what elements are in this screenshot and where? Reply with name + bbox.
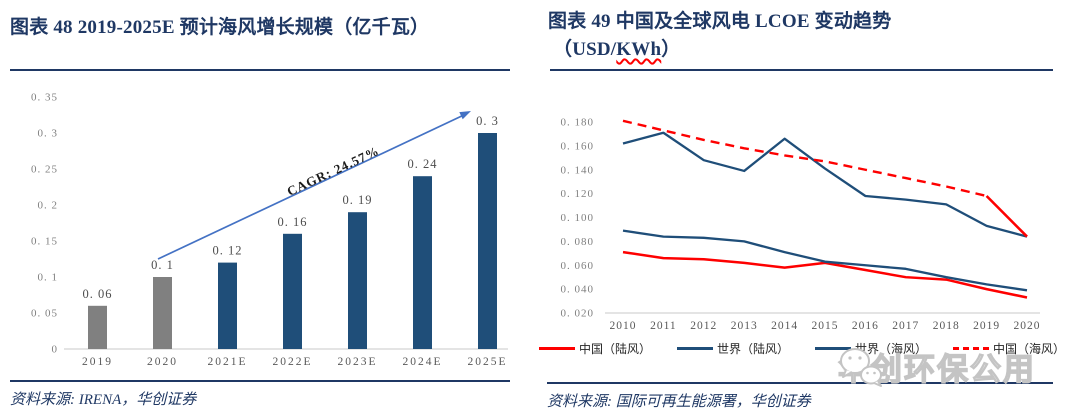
- figure-48-bottom-divider: [10, 380, 510, 382]
- x-axis-tick: 2022E: [272, 356, 312, 368]
- x-axis-tick: 2016: [852, 320, 879, 332]
- figure-49-source: 资料来源: 国际可再生能源署，华创证券: [547, 394, 811, 410]
- bar-2020: [153, 277, 172, 349]
- y-axis-tick: 0. 35: [31, 92, 58, 104]
- chart-legend: 中国（陆风） 世界（陆风） 世界（海风） 中国（海风）: [538, 340, 1065, 357]
- bar-2024E: [413, 176, 432, 349]
- x-axis-tick: 2020: [147, 356, 178, 368]
- legend-label: 中国（海风）: [993, 342, 1066, 356]
- bar-value-label: 0. 1: [151, 258, 174, 272]
- x-axis-tick: 2024E: [402, 356, 442, 368]
- x-axis-tick: 2025E: [467, 356, 507, 368]
- bar-value-label: 0. 12: [213, 244, 243, 258]
- y-axis-tick: 0. 020: [561, 308, 595, 320]
- x-axis-tick: 2011: [650, 320, 677, 332]
- x-axis-tick: 2012: [690, 320, 717, 332]
- figure-49-bottom-divider: [547, 382, 1053, 384]
- x-axis-tick: 2010: [610, 320, 637, 332]
- legend-item: 中国（海风）: [953, 340, 1065, 357]
- legend-swatch-dashed-line: [953, 347, 990, 350]
- bar-chart: 0 0. 05 0. 1 0. 15 0. 2 0. 25 0. 3 0. 35 0. 06 20…: [31, 92, 508, 368]
- y-axis-tick: 0. 100: [561, 212, 595, 224]
- x-axis-tick: 2014: [771, 320, 798, 332]
- legend-swatch-solid-line: [676, 347, 713, 350]
- legend-item: 世界（陆风）: [676, 340, 789, 357]
- legend-label: 中国（陆风）: [578, 342, 651, 356]
- y-axis-tick: 0: [52, 344, 59, 356]
- figure-48-title: 图表 48 2019-2025E 预计海风增长规模（亿千瓦）: [10, 17, 430, 38]
- legend-item: 世界（海风）: [815, 340, 927, 357]
- series-中国（陆风）: [622, 250, 1028, 299]
- figure-49-top-divider: [550, 69, 1053, 71]
- x-axis-tick: 2020: [1014, 320, 1041, 332]
- y-axis-tick: 0. 180: [561, 117, 595, 129]
- figure-48-source: 资料来源: IRENA，华创证券: [10, 392, 197, 408]
- y-axis-tick: 0. 15: [31, 236, 58, 248]
- legend-label: 世界（陆风）: [716, 342, 789, 356]
- x-axis-tick: 2021E: [207, 356, 247, 368]
- x-axis-tick: 2019: [973, 320, 1000, 332]
- x-axis-tick: 2023E: [337, 356, 377, 368]
- series-tail-中国（海风）: [985, 195, 1028, 238]
- legend-swatch-solid-line: [538, 347, 575, 350]
- title-unit-prefix: （USD/: [553, 39, 617, 60]
- x-axis-tick: 2015: [812, 320, 839, 332]
- y-axis-tick: 0. 120: [561, 188, 595, 200]
- figure-49-title-line1: 图表 49 中国及全球风电 LCOE 变动趋势: [548, 11, 892, 32]
- legend-swatch-solid-line: [815, 347, 851, 350]
- legend-label: 世界（海风）: [855, 342, 928, 356]
- bar-value-label: 0. 16: [278, 215, 308, 229]
- bar-2019: [88, 305, 107, 349]
- title-unit-suffix: ）: [661, 39, 681, 60]
- wechat-watermark: 华创环保公用: [837, 344, 1036, 389]
- y-axis-tick: 0. 05: [31, 308, 58, 320]
- bar-value-label: 0. 19: [343, 193, 373, 207]
- x-axis-tick: 2017: [892, 320, 919, 332]
- y-axis-tick: 0. 040: [561, 284, 595, 296]
- y-axis-tick: 0. 080: [561, 236, 595, 248]
- x-axis-tick: 2019: [82, 356, 113, 368]
- y-axis-tick: 0. 1: [38, 272, 59, 284]
- y-axis-tick: 0. 160: [561, 140, 595, 152]
- bar-value-label: 0. 24: [408, 157, 438, 171]
- bar-2023E: [348, 212, 367, 349]
- y-axis-tick: 0. 140: [561, 164, 595, 176]
- x-axis-tick: 2018: [933, 320, 960, 332]
- bar-2021E: [218, 262, 237, 349]
- legend-item: 中国（陆风）: [538, 340, 651, 357]
- bar-value-label: 0. 06: [83, 287, 113, 301]
- cagr-arrowhead: [459, 111, 471, 120]
- series-中国（海风）: [622, 119, 987, 198]
- y-axis-tick: 0. 060: [561, 260, 595, 272]
- title-unit-kwh: KWh: [616, 39, 662, 60]
- wechat-icon: [840, 347, 882, 387]
- line-chart: 0. 020 0. 040 0. 060 0. 080 0. 100 0. 120 0. 1…: [561, 117, 1041, 332]
- y-axis-tick: 0. 3: [38, 128, 59, 140]
- y-axis-tick: 0. 25: [31, 164, 58, 176]
- series-世界（陆风）: [622, 229, 1028, 292]
- figure-48-top-divider: [10, 69, 510, 71]
- figure-49-title-line2: （USD/KWh）: [553, 34, 680, 61]
- cagr-arrow: [157, 113, 467, 260]
- bar-2025E: [478, 133, 497, 349]
- series-世界（海风）: [622, 131, 1028, 238]
- bar-value-label: 0. 3: [476, 114, 499, 128]
- x-axis-tick: 2013: [731, 320, 758, 332]
- cagr-annotation: CAGR: 24.57%: [285, 143, 382, 199]
- y-axis-tick: 0. 2: [38, 200, 59, 212]
- bar-2022E: [283, 233, 302, 349]
